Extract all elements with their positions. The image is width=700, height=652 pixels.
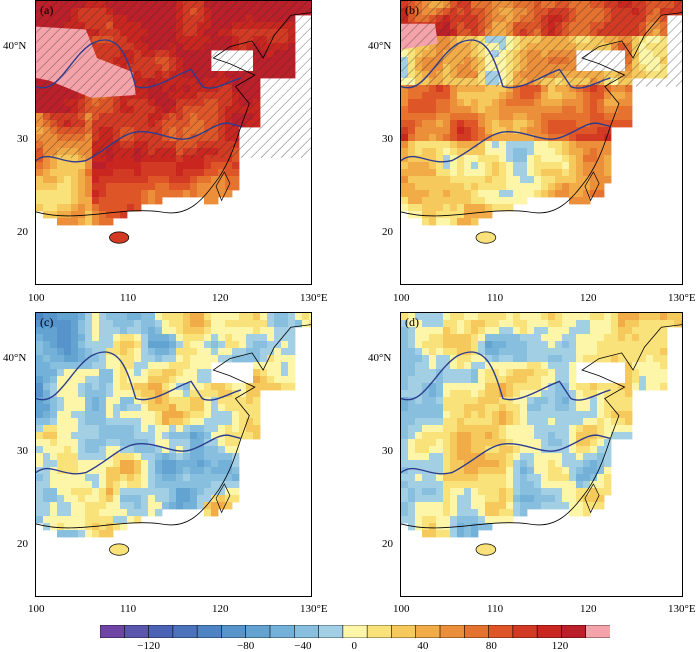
saturation-patch (401, 23, 438, 50)
y-tick-label: 40°N (368, 40, 392, 52)
y-tick-label: 40°N (368, 352, 392, 364)
colorbar-swatch (172, 625, 198, 638)
colorbar-swatch (342, 625, 368, 638)
saturation-patch (36, 26, 136, 98)
map-plot-a: (a) (35, 0, 312, 285)
colorbar-swatch (463, 625, 490, 638)
colorbar-tick-label: −80 (237, 640, 255, 652)
x-tick-label: 100 (28, 603, 45, 615)
colorbar-swatch (366, 625, 393, 638)
map-plot-b: (b) (400, 0, 683, 285)
y-tick-label: 40°N (3, 40, 27, 52)
colorbar-swatch (391, 625, 417, 638)
yangtze-river (36, 122, 242, 163)
colorbar-swatch (123, 625, 150, 638)
panel-label-c: (c) (40, 315, 54, 329)
map-plot-d: (d) (400, 312, 683, 597)
colorbar-tick-label: −40 (294, 640, 312, 652)
coastline (36, 12, 311, 217)
y-tick-label: 40°N (3, 352, 27, 364)
taiwan-island (584, 171, 600, 202)
panel-label-b: (b) (405, 3, 419, 17)
colorbar-swatch (561, 625, 587, 638)
precip-cells (401, 313, 682, 538)
colorbar-swatch (221, 625, 247, 638)
x-tick-label: 120 (580, 603, 597, 615)
colorbar-swatch (293, 625, 320, 638)
coastline (401, 12, 682, 217)
yellow-river (401, 39, 611, 89)
precip-cells (401, 1, 682, 226)
taiwan-island (215, 171, 231, 202)
x-tick-label: 130°E (668, 603, 696, 615)
x-tick-label: 130°E (300, 292, 328, 304)
x-tick-label: 120 (212, 292, 229, 304)
colorbar-tick-label: 40 (417, 640, 429, 652)
y-tick-label: 30 (17, 445, 28, 457)
y-tick-label: 30 (382, 133, 393, 145)
x-tick-label: 130°E (668, 292, 696, 304)
y-tick-label: 30 (382, 445, 393, 457)
colorbar-tick-label: 0 (351, 640, 358, 652)
coastline (401, 324, 682, 529)
colorbar-swatch (415, 625, 441, 638)
colorbar-swatch (269, 625, 296, 638)
taiwan-island (215, 483, 231, 514)
x-tick-label: 120 (212, 603, 229, 615)
y-tick-label: 20 (17, 226, 28, 238)
precip-field-d (401, 313, 682, 556)
colorbar (100, 625, 610, 638)
precip-field-a (36, 1, 311, 244)
precip-field-c (36, 313, 311, 556)
colorbar-swatch (512, 625, 538, 638)
taiwan-island (584, 483, 600, 514)
colorbar-swatch (196, 625, 223, 638)
panel-label-a: (a) (40, 3, 54, 17)
yellow-river (36, 351, 242, 401)
x-tick-label: 100 (393, 603, 410, 615)
colorbar-swatch (585, 625, 610, 638)
colorbar-swatch (439, 625, 466, 638)
map-plot-c: (c) (35, 312, 312, 597)
x-tick-label: 110 (487, 292, 504, 304)
yellow-river (36, 39, 242, 89)
hainan-island (475, 231, 497, 244)
colorbar-swatch (488, 625, 514, 638)
x-tick-label: 100 (28, 292, 45, 304)
colorbar-swatch (245, 625, 271, 638)
panel-label-d: (d) (405, 315, 419, 329)
colorbar-tick-label: 120 (551, 640, 569, 652)
y-tick-label: 30 (17, 133, 28, 145)
x-tick-label: 100 (393, 292, 410, 304)
colorbar-swatch (536, 625, 563, 638)
x-tick-label: 110 (120, 292, 137, 304)
y-tick-label: 20 (382, 226, 393, 238)
yellow-river (401, 351, 611, 401)
precip-field-b (401, 1, 682, 244)
yangtze-river (36, 434, 242, 475)
hainan-island (109, 231, 130, 244)
y-tick-label: 20 (382, 538, 393, 550)
colorbar-tick-label: 80 (485, 640, 497, 652)
x-tick-label: 130°E (300, 603, 328, 615)
x-tick-label: 110 (487, 603, 504, 615)
x-tick-label: 120 (580, 292, 597, 304)
coastline (36, 324, 311, 529)
y-tick-label: 20 (17, 538, 28, 550)
yangtze-river (401, 122, 611, 163)
hainan-island (109, 543, 130, 556)
colorbar-tick-label: −120 (137, 640, 160, 652)
yangtze-river (401, 434, 611, 475)
colorbar-swatch (148, 625, 174, 638)
hainan-island (475, 543, 497, 556)
x-tick-label: 110 (120, 603, 137, 615)
colorbar-swatch (100, 625, 126, 638)
colorbar-swatch (318, 625, 344, 638)
precip-cells (36, 313, 311, 538)
